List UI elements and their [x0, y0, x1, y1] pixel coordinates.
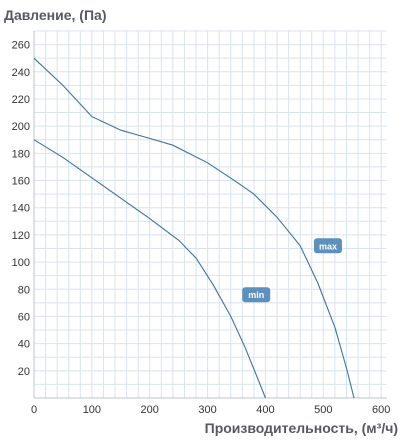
y-tick-label: 180 [12, 148, 30, 160]
y-tick-label: 220 [12, 94, 30, 106]
x-tick-label: 500 [314, 404, 332, 416]
y-tick-label: 60 [18, 311, 30, 323]
x-tick-label: 300 [198, 404, 216, 416]
series-label-max: max [313, 238, 342, 254]
y-tick-label: 240 [12, 67, 30, 79]
grid [34, 30, 387, 398]
series-label-min: min [242, 287, 271, 303]
y-tick-label: 140 [12, 203, 30, 215]
y-tick-label: 200 [12, 121, 30, 133]
tick-labels: 20 40 60 80 100 120 140 160 180 200 220 240 260 0 100 2… [12, 40, 391, 416]
y-tick-label: 260 [12, 40, 30, 52]
series [33, 57, 355, 399]
axes [33, 31, 387, 399]
x-tick-label: 100 [83, 404, 101, 416]
series-label-badge [242, 287, 271, 303]
series-label-text: max [319, 241, 337, 251]
x-axis-title: Производительность, (м³/ч) [205, 420, 398, 436]
series-label-text: min [248, 290, 264, 300]
series-label-badge [313, 238, 342, 254]
series-labels: max min [242, 238, 342, 303]
y-tick-label: 20 [18, 366, 30, 378]
x-tick-label: 200 [141, 404, 159, 416]
y-axis-title: Давление, (Па) [4, 7, 106, 23]
x-tick-label: 0 [31, 404, 37, 416]
x-tick-label: 400 [256, 404, 274, 416]
y-tick-label: 100 [12, 257, 30, 269]
series-line-min [33, 139, 267, 399]
y-tick-label: 40 [18, 339, 30, 351]
series-line-max [33, 57, 355, 399]
y-tick-label: 120 [12, 230, 30, 242]
y-tick-label: 160 [12, 176, 30, 188]
y-tick-label: 80 [18, 284, 30, 296]
x-tick-label: 600 [372, 404, 390, 416]
